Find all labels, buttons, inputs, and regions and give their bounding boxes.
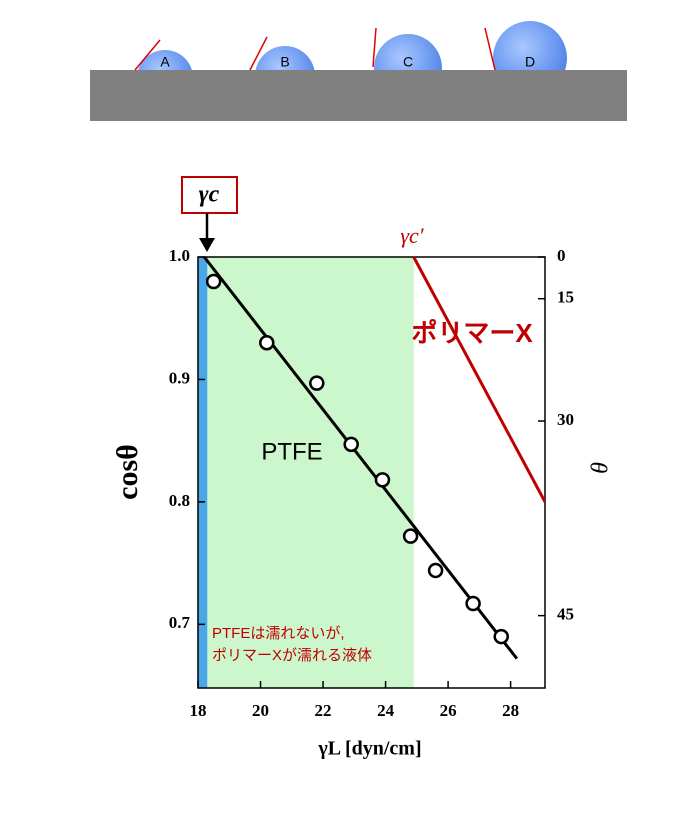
x-tick-label: 22 [315,701,332,720]
droplet-diagram: A B C D [90,21,627,121]
y2-tick-label: 15 [557,288,574,307]
band [198,257,208,688]
chart: 18 20 22 24 26 28 0.7 0.8 0.9 1.0 0 15 30 45 ポリマーX PTFE… [111,176,614,760]
droplet-label: D [525,54,535,70]
contact-angle-line [484,27,496,71]
x-axis-title: γL [dyn/cm] [317,738,421,760]
data-point [343,436,359,453]
contact-angle-line [249,36,268,71]
fit-line [203,256,519,660]
droplet-label: C [403,54,413,70]
data-point [259,334,275,351]
x-tick-label: 28 [502,701,519,720]
y-tick-label: 0.8 [169,491,190,510]
data-point [374,472,391,488]
data-point [402,528,419,544]
y-tick-label: 1.0 [169,246,190,265]
x-tick-label: 18 [190,701,207,720]
series-label: ポリマーX [411,318,533,348]
data-point [465,595,481,612]
fit-line [412,256,547,503]
contact-angle-line [134,39,161,71]
y2-tick-label: 30 [557,410,574,429]
contact-angle-line [372,27,377,68]
data-point [493,628,509,645]
x-tick-label: 20 [252,701,269,720]
band [207,257,414,688]
droplet-label: A [160,54,170,70]
data-point [309,375,325,391]
annotation: PTFE [261,438,322,465]
y2-axis-title: θ [588,462,614,474]
x-tick-label: 24 [377,701,395,720]
annotation: γc [199,182,220,208]
substrate [90,70,627,121]
annotation: PTFEは濡れないが, [212,625,345,642]
y-axis-title: cosθ [111,444,144,500]
annotation: ポリマーXが濡れる液体 [212,647,372,664]
plot-frame [197,256,546,689]
x-tick-label: 26 [440,701,457,720]
data-point [427,562,444,579]
callout-box [181,176,238,214]
y2-tick-label: 45 [557,605,574,624]
y-tick-label: 0.9 [169,368,190,387]
y2-tick-label: 0 [557,246,566,265]
droplet-label: B [280,54,289,70]
arrowhead [199,238,215,252]
data-point [205,273,222,290]
y-tick-label: 0.7 [169,613,191,632]
annotation: γc′ [400,223,424,248]
